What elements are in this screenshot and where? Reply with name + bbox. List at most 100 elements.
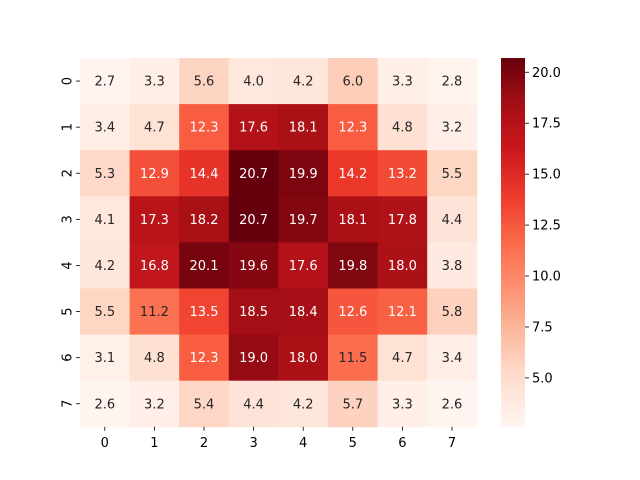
heatmap-cell-r2-c3 xyxy=(228,150,279,197)
cell-value-r6-c5: 11.5 xyxy=(338,351,367,366)
heatmap-cell-r0-c2 xyxy=(179,58,230,105)
heatmap-cell-r0-c3 xyxy=(228,58,279,105)
cell-value-r2-c7: 5.5 xyxy=(442,167,463,182)
cell-value-r4-c5: 19.8 xyxy=(338,259,367,274)
heatmap-cell-r6-c6 xyxy=(377,334,428,382)
cell-value-r5-c2: 13.5 xyxy=(190,305,219,320)
cell-value-r5-c7: 5.8 xyxy=(442,305,463,320)
cell-value-r6-c0: 3.1 xyxy=(94,351,115,366)
heatmap-cell-r1-c0 xyxy=(80,104,131,151)
heatmap-cell-r1-c2 xyxy=(179,104,230,151)
heatmap-cell-r6-c5 xyxy=(328,334,379,382)
heatmap-cell-r5-c5 xyxy=(328,288,379,336)
cell-value-r7-c4: 4.2 xyxy=(293,397,314,412)
cell-value-r2-c1: 12.9 xyxy=(140,167,169,182)
cell-value-r2-c0: 5.3 xyxy=(94,167,115,182)
heatmap-cell-r4-c6 xyxy=(377,242,428,289)
heatmap-cell-r4-c5 xyxy=(328,242,379,289)
heatmap-cell-r5-c4 xyxy=(278,288,329,336)
cell-value-r5-c3: 18.5 xyxy=(239,305,268,320)
cell-value-r3-c1: 17.3 xyxy=(140,213,169,228)
heatmap-cell-r6-c4 xyxy=(278,334,329,382)
y-tick-label-7: 7 xyxy=(61,400,76,408)
heatmap-cell-r1-c6 xyxy=(377,104,428,151)
heatmap-cell-r6-c2 xyxy=(179,334,230,382)
heatmap-cell-r3-c6 xyxy=(377,196,428,243)
x-tick-label-2: 2 xyxy=(200,436,208,451)
cell-value-r4-c3: 19.6 xyxy=(239,259,268,274)
heatmap-cell-r3-c2 xyxy=(179,196,230,243)
cell-value-r5-c4: 18.4 xyxy=(289,305,318,320)
colorbar-tick-label-0: 5.0 xyxy=(532,371,553,386)
cell-value-r2-c2: 14.4 xyxy=(190,167,219,182)
y-axis: 0 1 2 3 4 5 6 7 xyxy=(61,77,80,408)
heatmap-cell-r4-c1 xyxy=(129,242,180,289)
heatmap-cell-r7-c5 xyxy=(328,380,379,428)
heatmap-cell-r6-c1 xyxy=(129,334,180,382)
heatmap-cell-r2-c7 xyxy=(427,150,478,197)
cell-value-r3-c6: 17.8 xyxy=(388,213,417,228)
heatmap-cell-r0-c4 xyxy=(278,58,329,105)
cell-value-r0-c4: 4.2 xyxy=(293,75,314,90)
heatmap-cell-r5-c7 xyxy=(427,288,478,336)
colorbar-tick-label-1: 7.5 xyxy=(532,320,553,335)
heatmap-cell-r7-c1 xyxy=(129,380,180,428)
cell-value-r4-c6: 18.0 xyxy=(388,259,417,274)
cell-value-r0-c3: 4.0 xyxy=(243,75,264,90)
heatmap-cell-r4-c4 xyxy=(278,242,329,289)
cell-value-r7-c6: 3.3 xyxy=(392,397,413,412)
heatmap-cell-r0-c0 xyxy=(80,58,131,105)
heatmap-cell-r7-c4 xyxy=(278,380,329,428)
x-tick-label-4: 4 xyxy=(299,436,307,451)
heatmap-cell-r2-c0 xyxy=(80,150,131,197)
cell-value-r7-c5: 5.7 xyxy=(342,397,363,412)
x-tick-label-6: 6 xyxy=(398,436,406,451)
heatmap-cell-r0-c7 xyxy=(427,58,478,105)
heatmap-cell-r4-c2 xyxy=(179,242,230,289)
cell-value-r0-c0: 2.7 xyxy=(94,75,115,90)
heatmap-cell-r2-c2 xyxy=(179,150,230,197)
cell-value-r1-c7: 3.2 xyxy=(442,121,463,136)
cell-value-r1-c0: 3.4 xyxy=(94,121,115,136)
cell-value-r7-c7: 2.6 xyxy=(442,397,463,412)
cell-value-r2-c5: 14.2 xyxy=(338,167,367,182)
cell-value-r4-c4: 17.6 xyxy=(289,259,318,274)
cell-value-r7-c2: 5.4 xyxy=(194,397,215,412)
cell-value-r1-c2: 12.3 xyxy=(190,121,219,136)
cell-value-r5-c6: 12.1 xyxy=(388,305,417,320)
heatmap-cell-r0-c5 xyxy=(328,58,379,105)
cell-value-r2-c6: 13.2 xyxy=(388,167,417,182)
colorbar: 5.0 7.5 10.0 12.5 15.0 17.5 20.0 xyxy=(501,58,561,427)
cell-value-r1-c1: 4.7 xyxy=(144,121,165,136)
heatmap-cell-r3-c4 xyxy=(278,196,329,243)
x-tick-label-1: 1 xyxy=(150,436,158,451)
cell-value-r1-c4: 18.1 xyxy=(289,121,318,136)
cell-value-r2-c3: 20.7 xyxy=(239,167,268,182)
heatmap-cell-r1-c3 xyxy=(228,104,279,151)
cell-value-r1-c3: 17.6 xyxy=(239,121,268,136)
heatmap-cell-r3-c5 xyxy=(328,196,379,243)
heatmap-cell-r5-c0 xyxy=(80,288,131,336)
cell-value-r2-c4: 19.9 xyxy=(289,167,318,182)
heatmap-cell-r7-c2 xyxy=(179,380,230,428)
cell-value-r3-c4: 19.7 xyxy=(289,213,318,228)
y-tick-label-3: 3 xyxy=(61,215,76,223)
x-tick-label-3: 3 xyxy=(249,436,257,451)
cell-value-r3-c2: 18.2 xyxy=(190,213,219,228)
heatmap-cell-r7-c3 xyxy=(228,380,279,428)
cell-value-r0-c2: 5.6 xyxy=(194,75,215,90)
heatmap-cell-r1-c5 xyxy=(328,104,379,151)
heatmap-cell-r3-c3 xyxy=(228,196,279,243)
y-tick-label-4: 4 xyxy=(61,261,76,269)
x-tick-label-5: 5 xyxy=(349,436,357,451)
cell-value-r7-c0: 2.6 xyxy=(94,397,115,412)
cell-value-r5-c0: 5.5 xyxy=(94,305,115,320)
heatmap-cell-r5-c3 xyxy=(228,288,279,336)
cell-value-r1-c6: 4.8 xyxy=(392,121,413,136)
heatmap-cell-r7-c6 xyxy=(377,380,428,428)
heatmap-cell-r6-c3 xyxy=(228,334,279,382)
cell-value-r1-c5: 12.3 xyxy=(338,121,367,136)
y-tick-label-5: 5 xyxy=(61,307,76,315)
heatmap-cell-r1-c7 xyxy=(427,104,478,151)
